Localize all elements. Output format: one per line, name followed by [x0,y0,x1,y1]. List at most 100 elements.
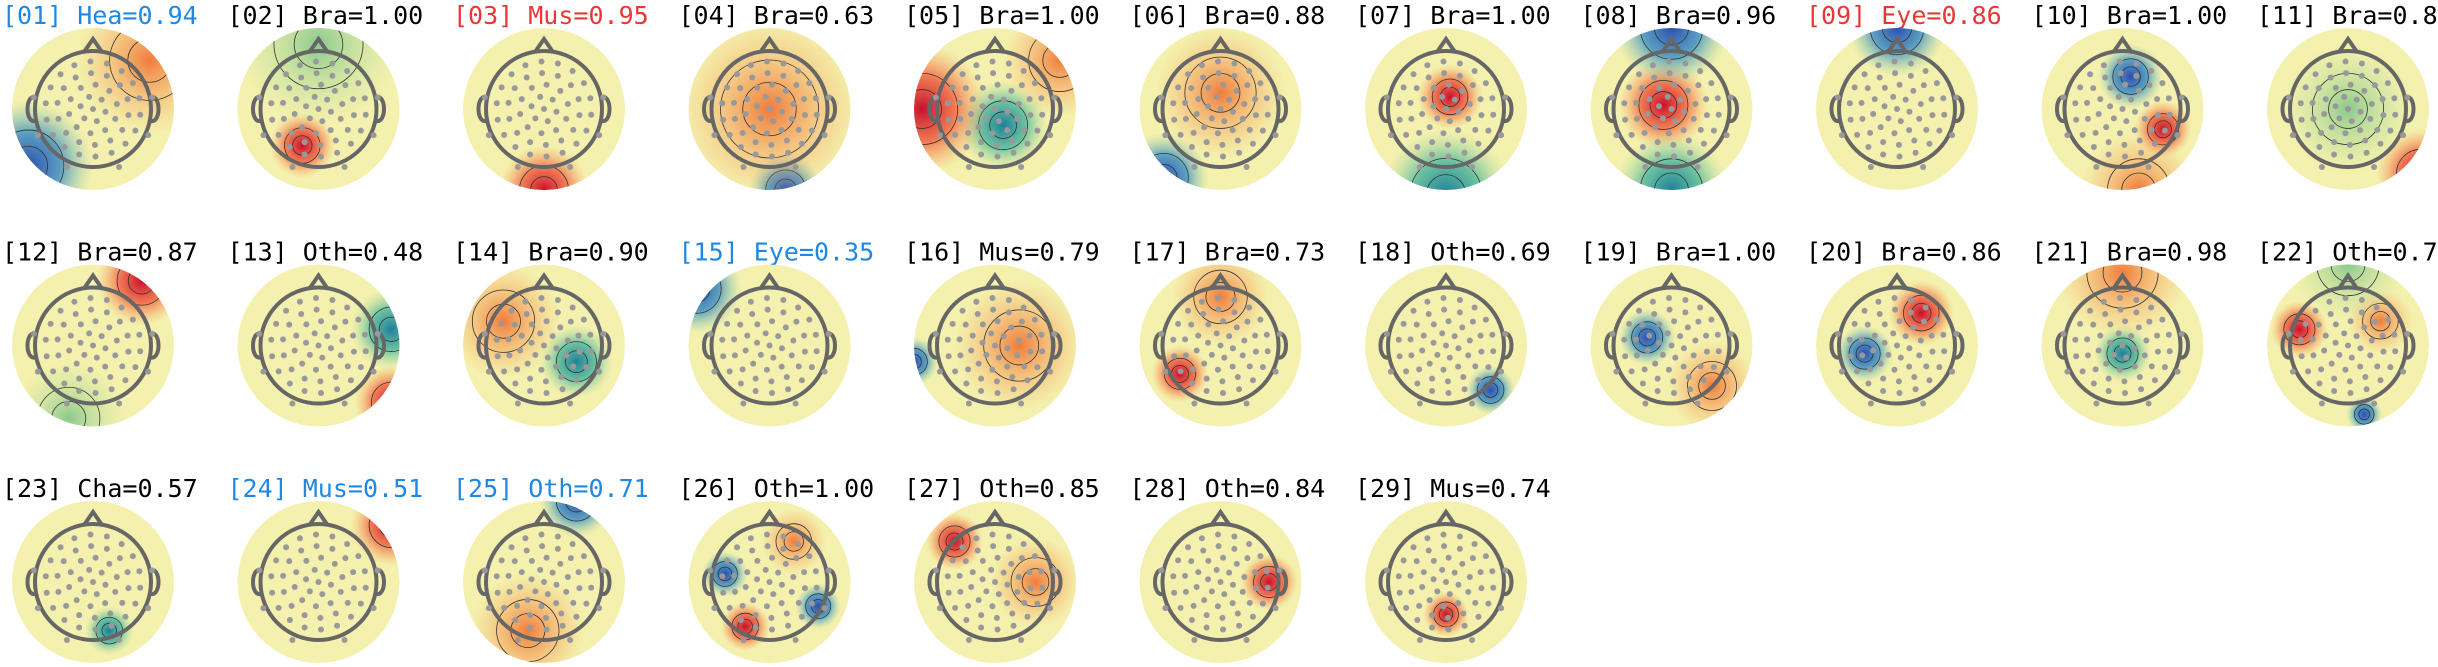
component: [10] Bra=1.00 [2032,1,2227,190]
contour [1426,174,1466,190]
electrode [1498,132,1505,139]
electrode [125,348,132,355]
electrode [1193,584,1200,591]
map-blob [1466,365,1515,415]
electrode [1892,306,1899,313]
electrode [778,127,785,134]
electrode [788,352,795,359]
electrode [136,95,143,102]
nose [1660,271,1683,290]
electrode [2119,106,2126,112]
electrode [1440,295,1447,302]
electrode [1891,366,1898,373]
contour [2407,160,2429,188]
electrode [1490,111,1497,118]
electrode [2093,164,2100,170]
electrode [1009,137,1016,144]
electrode [1182,336,1189,343]
electrode [527,612,534,619]
electrode [313,306,320,313]
electrode [1171,116,1178,123]
contour [1409,158,1483,190]
electrode [119,363,126,370]
electrode [557,560,564,567]
electrode [137,584,144,591]
electrode [1231,297,1238,304]
electrode [750,360,757,367]
electrode [821,368,828,375]
electrode [1220,318,1227,325]
electrode [1031,80,1038,87]
electrode [1008,87,1015,94]
electrode [1191,164,1198,170]
electrode [994,554,1001,561]
electrode [2105,375,2112,382]
electrode [2178,94,2185,101]
electrode [1005,297,1012,304]
electrode [1472,126,1479,133]
electrode [86,330,93,337]
electrode [102,127,109,134]
electrode [2079,368,2086,375]
electrode [724,557,731,564]
nose [82,35,104,54]
electrode [1656,339,1663,346]
electrode [975,360,982,367]
electrode [2143,337,2150,344]
contour [2107,158,2171,190]
electrode [564,573,571,580]
electrode [1876,310,1883,317]
electrode [1459,324,1466,331]
electrode [260,605,267,612]
electrode [1195,96,1202,103]
electrode [136,568,143,575]
electrode [1188,321,1195,328]
electrode [355,316,362,323]
electrode [1244,82,1251,89]
component: [07] Bra=1.00 [1355,1,1551,190]
electrode [318,153,325,160]
electrode [1026,569,1033,576]
component: [27] Oth=0.85 [904,474,1100,663]
map-blob [269,113,335,178]
electrode [2298,353,2305,360]
electrode [1621,100,1628,107]
electrode [2318,164,2325,170]
electrode [2165,95,2172,102]
electrode [1680,127,1687,134]
electrode [92,626,99,633]
electrode [42,573,49,580]
electrode [66,584,73,591]
electrode [1038,95,1045,102]
contour [938,525,971,558]
electrode [596,132,603,139]
electrode [2090,321,2097,328]
electrode [778,363,785,370]
electrode [785,386,792,393]
electrode [1639,380,1646,387]
electrode [73,597,80,604]
electrode [1890,330,1897,337]
electrode [1396,589,1403,596]
topomap [12,264,174,427]
electrode [1697,68,1704,75]
electrode [1234,374,1241,381]
electrode [580,316,587,323]
contour [370,381,400,423]
electrode [1895,378,1902,385]
electrode [318,626,325,633]
electrode [2064,368,2071,375]
electrode [76,387,83,394]
electrode [707,330,714,337]
electrode [315,579,322,585]
electrode [739,602,746,609]
electrode [481,567,488,574]
map-blob [954,280,1076,411]
electrode [350,332,357,339]
electrode [989,130,996,137]
electrode [1455,581,1462,588]
electrode [357,364,364,371]
electrode [1014,115,1021,122]
electrode [2331,139,2338,146]
head-outline [709,522,830,642]
